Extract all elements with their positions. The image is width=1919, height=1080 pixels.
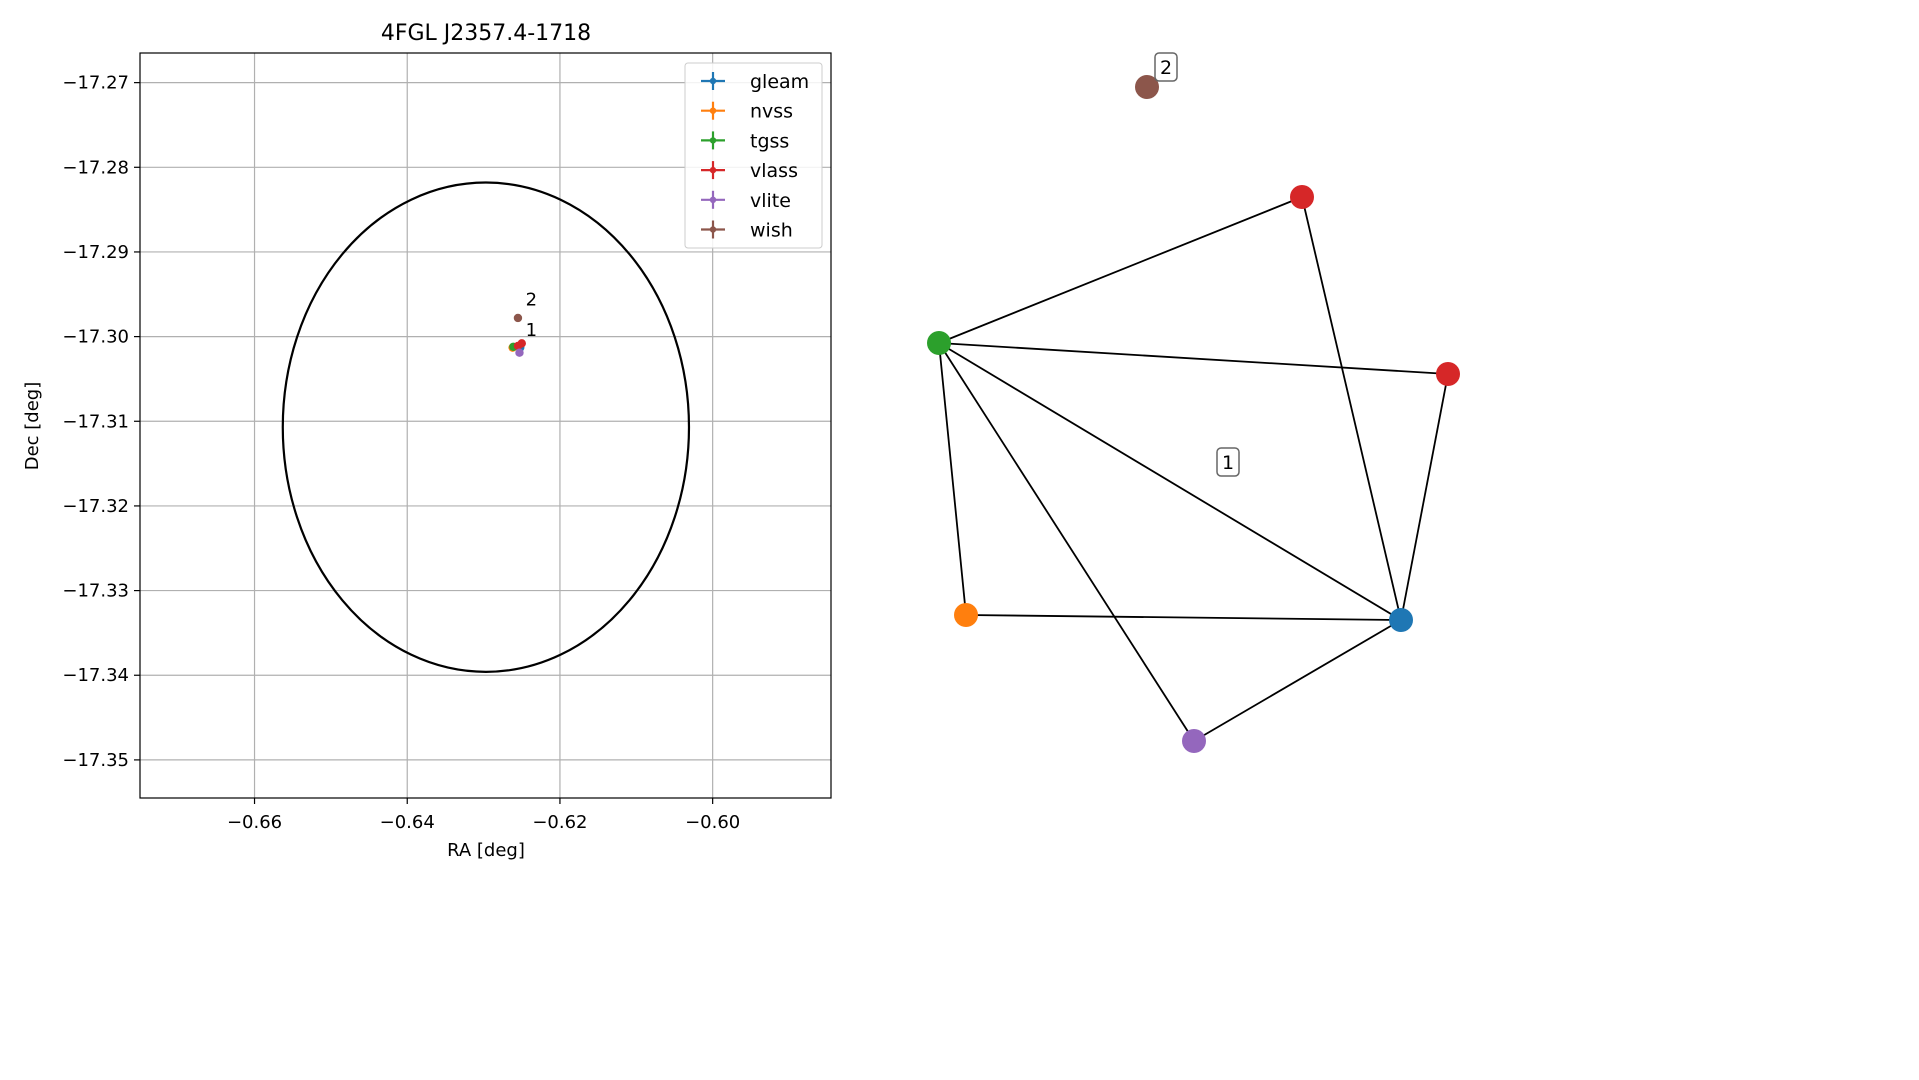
network-nodes: [927, 75, 1460, 753]
point-vlass: [513, 341, 523, 351]
legend-marker-dot: [709, 196, 717, 203]
y-axis-label: Dec [deg]: [22, 382, 43, 471]
legend-marker-dot: [709, 77, 717, 85]
legend-label: tgss: [750, 130, 789, 152]
network-panel: 21: [927, 52, 1460, 753]
x-axis-label: RA [deg]: [447, 840, 525, 861]
x-tick-label: −0.66: [227, 812, 282, 833]
y-tick-label: −17.32: [62, 496, 129, 517]
x-tick-label: −0.64: [380, 812, 435, 833]
legend-label: nvss: [750, 101, 793, 123]
network-node-vlass_a: [1290, 185, 1314, 209]
network-node-vlass_b: [1436, 362, 1460, 386]
y-tick-label: −17.33: [62, 581, 129, 602]
y-tick-label: −17.34: [62, 665, 129, 686]
y-tick-label: −17.29: [62, 242, 129, 263]
network-edge: [938, 342, 1449, 375]
network-node-vlite: [1182, 729, 1206, 753]
legend-marker-dot: [709, 166, 717, 174]
point-annotations: 21: [526, 289, 537, 340]
network-label: 1: [1216, 447, 1240, 477]
network-label-text: 1: [1222, 452, 1234, 474]
legend-label: vlite: [750, 190, 791, 212]
legend-item-nvss: nvss: [701, 101, 793, 123]
legend-label: vlass: [750, 160, 798, 182]
legend: gleam nvss tgss vlass vlite wish: [684, 62, 823, 249]
network-node-tgss: [927, 331, 951, 355]
point-vlite: [515, 348, 524, 357]
point-wish: [513, 313, 523, 323]
network-node-nvss: [954, 603, 978, 627]
x-tick-label: −0.60: [685, 812, 740, 833]
chart-title: 4FGL J2357.4-1718: [381, 21, 591, 46]
network-node-wish: [1135, 75, 1159, 99]
network-edge: [938, 342, 1195, 742]
network-edge: [1301, 196, 1402, 621]
y-ticks: −17.27 −17.28 −17.29 −17.30 −17.31 −17.32 −17.…: [62, 73, 140, 771]
y-tick-label: −17.27: [62, 73, 129, 94]
network-label-box: [1216, 447, 1240, 477]
scatter-panel: 21 −0.66 −0.64 −0.62 −0.60 −17.27−17.28−17.…: [22, 21, 832, 861]
y-tick-label: −17.30: [62, 327, 129, 348]
error-ellipse: [281, 181, 691, 673]
legend-marker-dot: [709, 137, 717, 144]
network-edges: [938, 196, 1449, 742]
legend-label: wish: [750, 220, 793, 242]
plot-frame: [139, 52, 832, 799]
legend-item-vlite: vlite: [701, 190, 791, 212]
network-edge: [1193, 619, 1402, 742]
network-label-box: [1154, 52, 1178, 82]
legend-marker-dot: [709, 226, 717, 233]
network-edge: [1400, 373, 1449, 621]
network-label: 2: [1154, 52, 1178, 82]
x-tick-label: −0.62: [532, 812, 587, 833]
grid: [140, 53, 831, 798]
y-tick-label: −17.28: [62, 157, 129, 178]
y-tick-label: −17.35: [62, 750, 129, 771]
y-tick-label: −17.31: [62, 411, 129, 432]
data-points: [508, 313, 526, 357]
network-node-gleam: [1389, 608, 1413, 632]
point-annotation: 2: [526, 289, 537, 310]
network-edge: [965, 614, 1402, 621]
network-edge: [938, 342, 1402, 621]
legend-marker-dot: [709, 107, 717, 114]
network-edge: [938, 342, 967, 616]
legend-item-vlass: vlass: [701, 160, 798, 182]
legend-item-wish: wish: [701, 220, 793, 242]
network-edge: [938, 196, 1303, 344]
legend-item-tgss: tgss: [701, 130, 789, 152]
legend-box: [684, 62, 823, 249]
x-ticks: −0.66 −0.64 −0.62 −0.60: [227, 798, 740, 833]
legend-item-gleam: gleam: [701, 71, 809, 93]
point-annotation: 1: [526, 320, 537, 341]
network-labels: 21: [1154, 52, 1240, 477]
network-label-text: 2: [1160, 57, 1172, 79]
legend-label: gleam: [750, 71, 809, 93]
